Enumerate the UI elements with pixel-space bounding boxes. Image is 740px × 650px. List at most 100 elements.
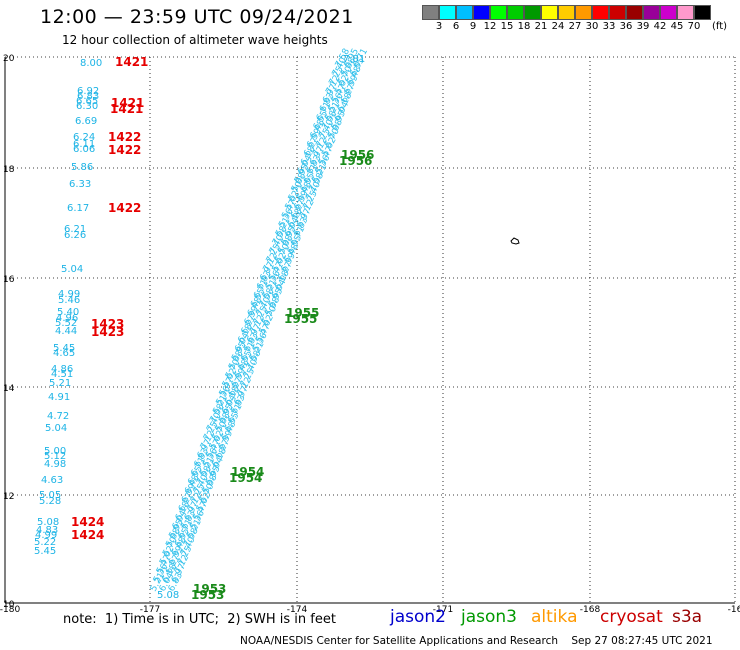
diagonal-track-time-label: 1956 <box>341 148 374 162</box>
left-track-height-label: 6.65 <box>76 96 98 107</box>
color-scale-label: 33 <box>602 21 616 32</box>
left-track-time-label: 1423 <box>91 325 124 339</box>
left-track-height-label: 5.22 <box>34 537 56 548</box>
left-track-height-label: 4.96 <box>56 313 78 324</box>
lat-tick-label: 20 <box>3 54 15 64</box>
left-track-height-label: 5.05 <box>39 490 61 501</box>
left-track-height-label: 6.33 <box>69 179 91 190</box>
color-scale-label: 39 <box>636 21 650 32</box>
left-track-height-label: 6.69 <box>75 116 97 127</box>
left-track-height-label: 6.30 <box>76 101 98 112</box>
left-track-labels: 8.00 6.926.836.656.30 6.69 6.246.116.06 5.86… <box>34 55 148 557</box>
lat-tick-label: 14 <box>3 384 15 394</box>
lon-tick-label: -16 <box>728 605 740 615</box>
color-scale-label: 15 <box>500 21 514 32</box>
left-track-height-label: 8.00 <box>80 58 102 69</box>
left-track-height-label: 5.28 <box>39 496 61 507</box>
color-scale-swatch <box>490 5 507 20</box>
left-track-height-label: 4.72 <box>47 411 69 422</box>
left-track-time-label: 1422 <box>108 130 141 144</box>
lon-tick-label: -174 <box>287 605 308 615</box>
satellite-name-cryosat: cryosat <box>600 607 663 627</box>
footer-note: note: 1) Time is in UTC; 2) SWH is in fe… <box>63 612 336 627</box>
left-track-height-label: 6.06 <box>73 144 95 155</box>
left-track-time-label: 1422 <box>108 201 141 215</box>
left-track-height-label: 5.12 <box>44 451 66 462</box>
left-track-height-label: 5.00 <box>44 446 66 457</box>
color-scale-label: 12 <box>483 21 497 32</box>
color-scale-swatch <box>694 5 711 20</box>
color-scale-swatch <box>524 5 541 20</box>
diagonal-track-bottom-label: 5.08 <box>157 590 179 601</box>
left-track-time-label: 1424 <box>71 515 104 529</box>
lon-tick-label: -171 <box>433 605 453 615</box>
left-track-height-label: 5.46 <box>58 295 80 306</box>
diagonal-track-time-label: 1956 <box>339 154 372 168</box>
footer-credit: NOAA/NESDIS Center for Satellite Applica… <box>240 635 713 647</box>
left-track-height-label: 6.92 <box>77 86 99 97</box>
color-scale-label: 42 <box>653 21 667 32</box>
left-track-height-label: 5.21 <box>49 378 71 389</box>
color-scale-label: 45 <box>670 21 684 32</box>
color-scale-swatch <box>677 5 694 20</box>
color-scale-label: 30 <box>585 21 599 32</box>
diagonal-track-time-label: 1954 <box>229 471 262 485</box>
color-scale-label: 3 <box>435 21 443 32</box>
left-track-height-label: 6.11 <box>73 139 95 150</box>
color-scale-label: 36 <box>619 21 633 32</box>
diagonal-track-time-label: 1955 <box>284 312 317 326</box>
left-track-time-label: 1422 <box>108 143 141 157</box>
left-track-height-label: 4.65 <box>53 348 75 359</box>
color-scale-swatch <box>660 5 677 20</box>
color-scale-swatch <box>541 5 558 20</box>
satellite-name-altika: altika <box>531 607 578 627</box>
left-track-height-label: 4.99 <box>58 289 80 300</box>
left-track-height-label: 4.86 <box>51 364 73 375</box>
left-track-time-label: 1423 <box>91 317 124 331</box>
lon-tick-label: -177 <box>140 605 160 615</box>
left-track-height-label: 5.40 <box>57 307 79 318</box>
map-title: 12:00 — 23:59 UTC 09/24/2021 <box>40 6 354 28</box>
lat-tick-label: 12 <box>3 492 14 502</box>
left-track-height-label: 4.51 <box>51 369 73 380</box>
color-scale-label: 24 <box>551 21 565 32</box>
satellite-name-s3a: s3a <box>672 607 703 627</box>
lon-tick-label: -180 <box>0 605 20 615</box>
diagonal-track-time-label: 1954 <box>231 465 264 479</box>
left-track-time-label: 1421 <box>110 102 143 116</box>
color-scale-label: 70 <box>687 21 701 32</box>
diagonal-track-top-label: 7.81 <box>343 54 365 65</box>
color-scale-swatch <box>439 5 456 20</box>
left-track-height-label: 5.08 <box>37 517 59 528</box>
left-track-time-label: 1421 <box>115 55 148 69</box>
island-icon <box>510 237 520 245</box>
left-track-height-label: 5.04 <box>45 423 67 434</box>
color-scale-swatch <box>592 5 609 20</box>
left-track-height-label: 4.98 <box>44 459 66 470</box>
left-track-height-label: 5.52 <box>55 318 77 329</box>
color-scale-bar <box>422 5 711 20</box>
left-track-time-label: 1424 <box>71 528 104 542</box>
diagonal-track-time-label: 1953 <box>193 582 226 596</box>
satellite-name-jason3: jason3 <box>461 607 517 627</box>
color-scale-swatch <box>473 5 490 20</box>
diagonal-track-time-label: 1953 <box>191 588 224 602</box>
color-scale-swatch <box>422 5 439 20</box>
left-track-height-label: 4.99 <box>35 530 57 541</box>
left-track-height-label: 4.83 <box>36 525 58 536</box>
left-track-height-label: 6.26 <box>64 230 86 241</box>
satellite-name-jason2: jason2 <box>390 607 446 627</box>
color-scale-label: 18 <box>517 21 531 32</box>
diagonal-track-time-label: 1955 <box>286 306 319 320</box>
left-track-height-label: 5.45 <box>53 343 75 354</box>
lon-tick-label: -168 <box>580 605 601 615</box>
left-track-height-label: 6.17 <box>67 203 89 214</box>
lat-tick-label: 10 <box>3 600 15 610</box>
map-symbol <box>510 237 520 245</box>
left-track-height-label: 4.63 <box>41 475 63 486</box>
color-scale-swatch <box>575 5 592 20</box>
lat-tick-label: 18 <box>3 165 15 175</box>
color-scale-swatch <box>507 5 524 20</box>
map-subtitle: 12 hour collection of altimeter wave hei… <box>62 33 328 47</box>
